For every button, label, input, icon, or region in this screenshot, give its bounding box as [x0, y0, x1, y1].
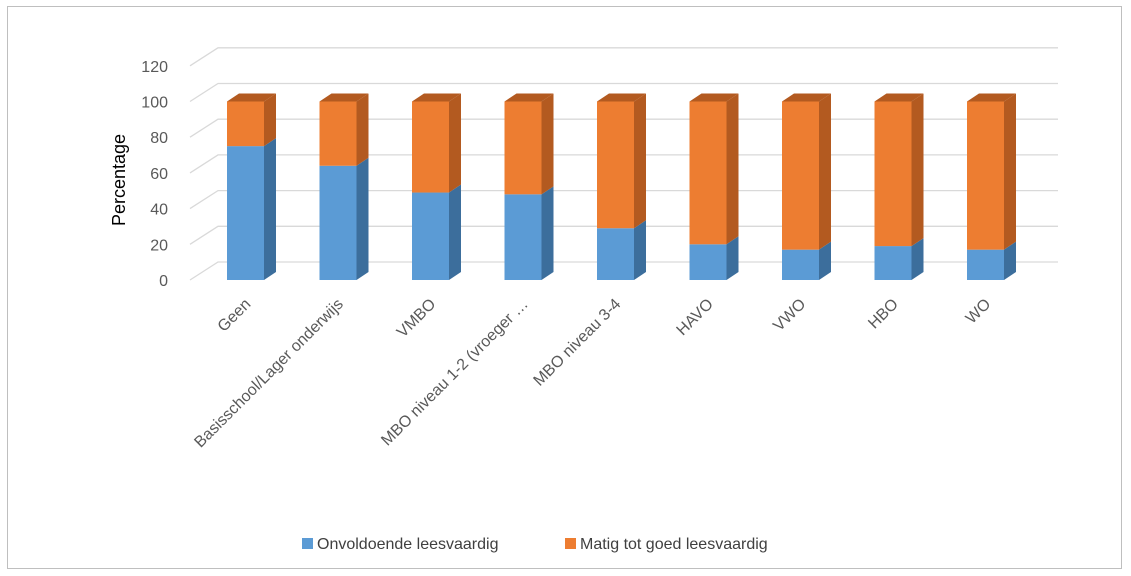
legend-label: Matig tot goed leesvaardig	[580, 536, 768, 553]
bar-segment	[597, 101, 634, 229]
bar-top	[319, 93, 369, 102]
bar-side	[449, 184, 461, 280]
bar-side	[819, 93, 831, 250]
bar-side	[541, 93, 554, 195]
bars	[227, 93, 1016, 280]
x-tick-label: MBO niveau 3-4	[531, 296, 625, 390]
bar-side	[911, 93, 924, 247]
bar-segment	[227, 146, 264, 280]
bar-segment	[227, 101, 264, 147]
bar-segment	[967, 101, 1004, 250]
bar-side	[356, 93, 369, 166]
x-tick-label: VMBO	[394, 296, 439, 341]
bar-top	[597, 93, 646, 102]
bar-top	[782, 93, 831, 102]
bar-side	[1004, 93, 1016, 250]
gridline	[189, 82, 1058, 103]
x-tick-label: Basisschool/Lager onderwijs	[191, 296, 346, 451]
y-tick-label: 120	[141, 59, 168, 76]
bar-side	[634, 220, 646, 280]
bar-segment	[874, 101, 912, 247]
y-tick-label: 20	[150, 237, 168, 254]
bar-side	[264, 138, 276, 280]
x-tick-label: HAVO	[674, 296, 717, 339]
bar-top	[967, 93, 1016, 102]
bar-segment	[689, 101, 727, 245]
gridline	[189, 47, 1058, 67]
bar-segment	[782, 249, 819, 280]
bar-side	[819, 241, 831, 280]
x-tick-label: MBO niveau 1-2 (vroeger …	[378, 296, 531, 449]
y-tick-label: 40	[150, 202, 168, 219]
bar-side	[264, 93, 276, 147]
legend-swatch	[302, 538, 313, 549]
gridlines	[189, 47, 1058, 281]
x-tick-label: VWO	[770, 296, 809, 335]
bar-side	[634, 93, 646, 229]
bar-segment	[504, 101, 542, 195]
bar-side	[911, 238, 924, 280]
bar-segment	[412, 101, 449, 193]
bar-side	[726, 93, 739, 245]
legend-swatch	[565, 538, 576, 549]
bar-segment	[319, 165, 357, 280]
bar-top	[227, 93, 276, 102]
bar-side	[356, 157, 369, 280]
bar-segment	[689, 244, 727, 280]
bar-side	[449, 93, 461, 193]
bar-segment	[782, 101, 819, 250]
x-tick-label: WO	[963, 296, 994, 327]
bar-top	[689, 93, 739, 102]
bar-segment	[412, 192, 449, 280]
bar-segment	[597, 228, 634, 280]
bar-side	[1004, 241, 1016, 280]
bar-segment	[874, 246, 912, 280]
bar-side	[726, 236, 739, 280]
x-tick-label: Geen	[215, 296, 255, 336]
y-axis-title: Percentage	[109, 134, 129, 226]
gridline	[189, 154, 1058, 174]
y-tick-label: 60	[150, 166, 168, 183]
bar-segment	[319, 101, 357, 166]
gridline	[189, 261, 1058, 281]
bar-top	[874, 93, 924, 102]
y-tick-label: 100	[141, 95, 168, 112]
x-tick-label: HBO	[865, 296, 902, 333]
bar-segment	[967, 249, 1004, 280]
gridline	[189, 118, 1058, 138]
gridline	[189, 189, 1058, 210]
legend-label: Onvoldoende leesvaardig	[317, 536, 498, 553]
gridline	[189, 225, 1058, 245]
bar-top	[504, 93, 554, 102]
bar-segment	[504, 194, 542, 280]
y-tick-label: 0	[159, 273, 168, 290]
y-axis-ticks: 0 20 40 60 80 100 120	[141, 59, 168, 290]
legend: Onvoldoende leesvaardig Matig tot goed le…	[302, 536, 768, 553]
bar-side	[541, 186, 554, 280]
y-tick-label: 80	[150, 130, 168, 147]
bar-top	[412, 93, 461, 102]
